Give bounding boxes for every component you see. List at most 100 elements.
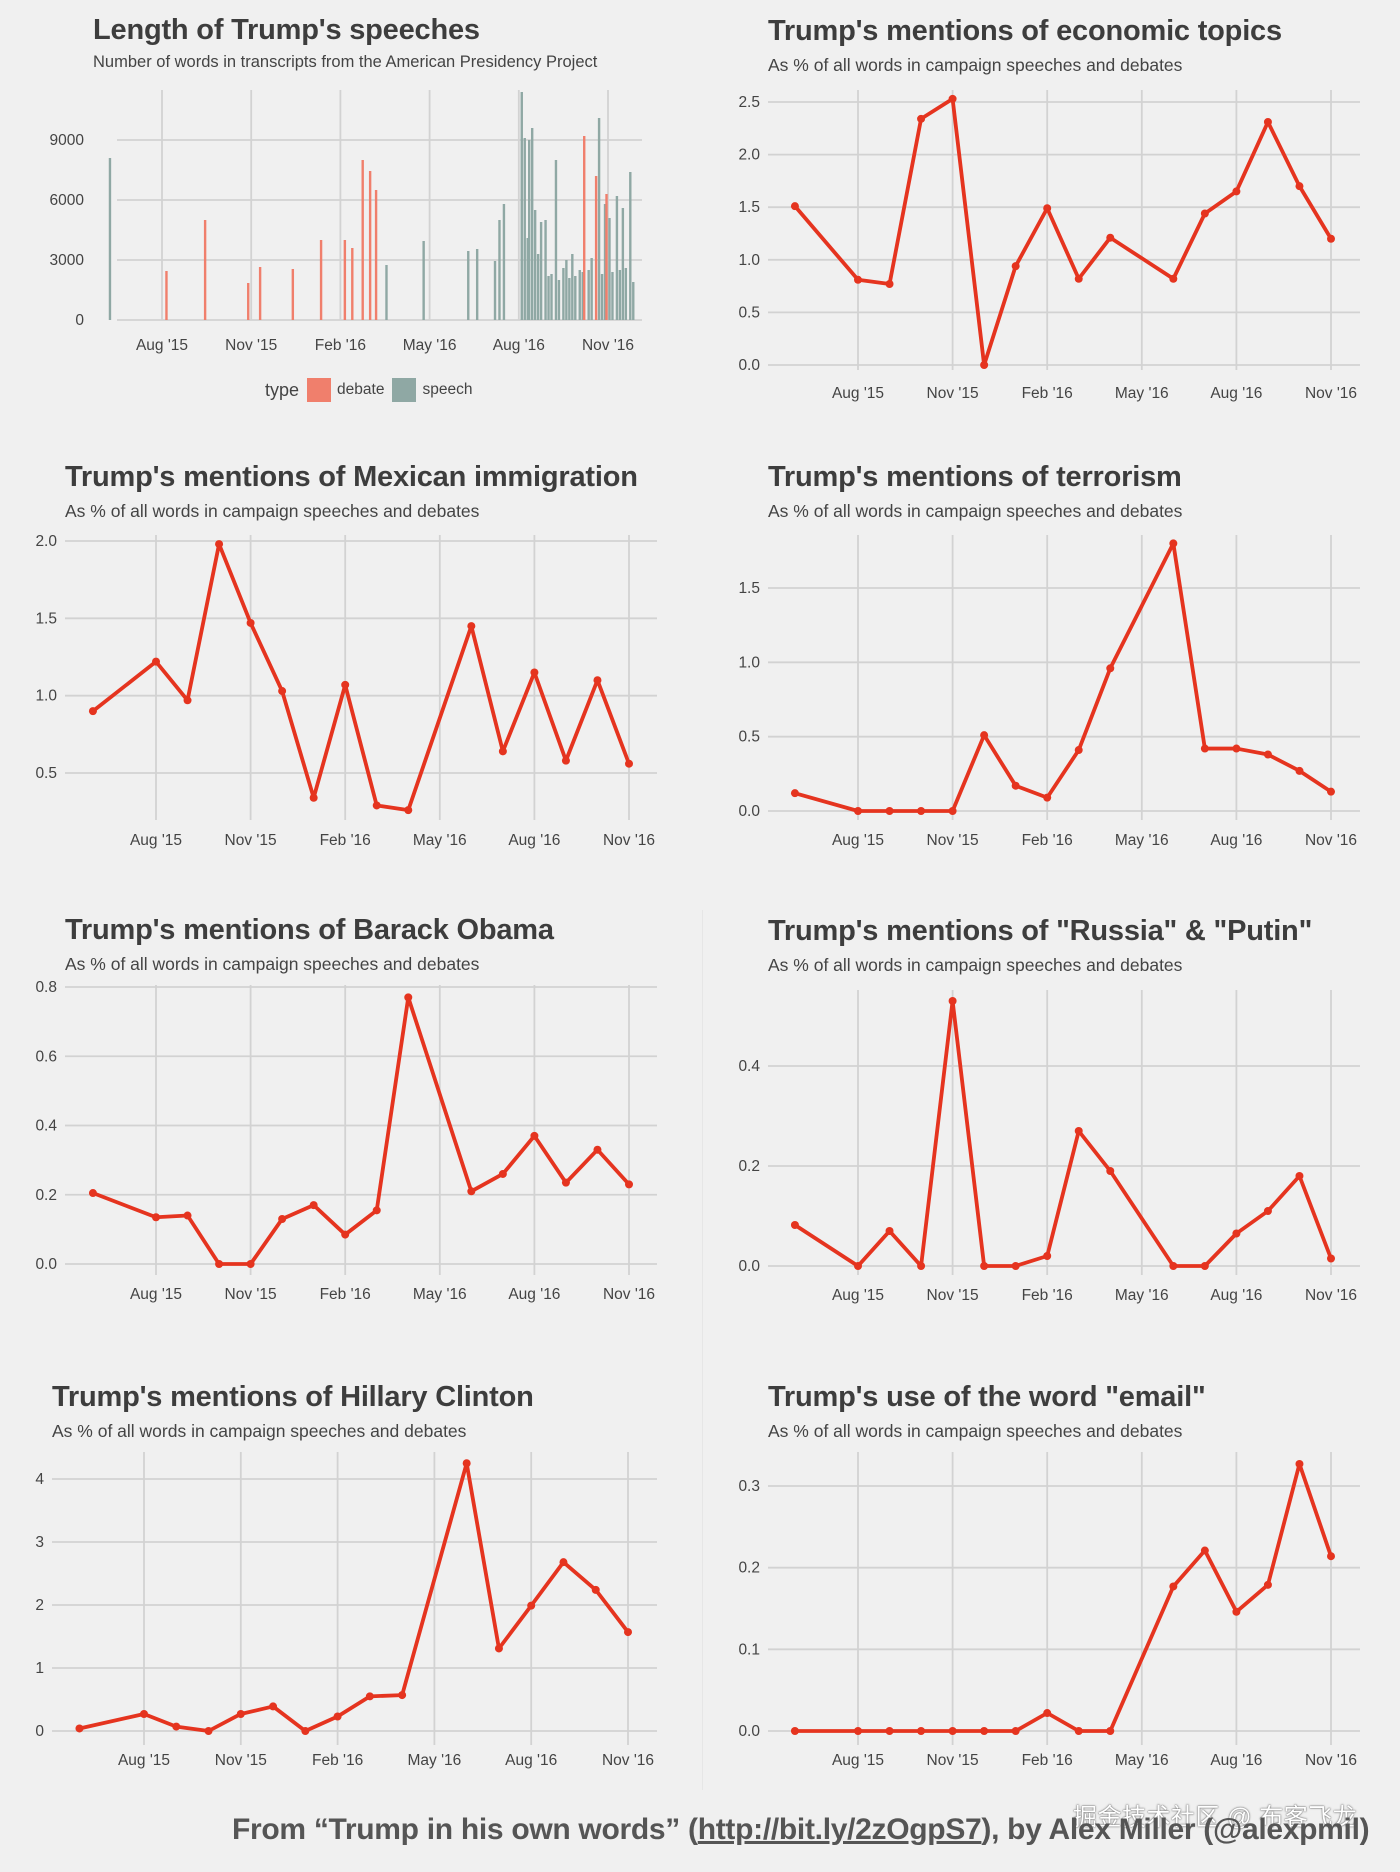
x-tick-label: Nov '15 bbox=[225, 337, 277, 354]
data-point bbox=[1200, 744, 1209, 753]
bar-debate bbox=[374, 190, 378, 320]
x-tick-label: Nov '16 bbox=[582, 337, 634, 354]
data-point bbox=[494, 1644, 503, 1653]
bar-debate bbox=[343, 240, 347, 320]
y-tick-label: 3 bbox=[35, 1534, 44, 1551]
y-tick-label: 1 bbox=[35, 1660, 44, 1677]
data-point bbox=[372, 801, 381, 810]
bar-chart-speech-length: 0 3000 6000 9000 Aug '15 Nov '15 Feb '16 May '1… bbox=[50, 90, 642, 354]
gridlines bbox=[52, 1452, 657, 1745]
data-point bbox=[561, 1178, 570, 1187]
data-point bbox=[624, 1628, 632, 1637]
x-tick-label: Feb '16 bbox=[1022, 1287, 1073, 1304]
data-point bbox=[1263, 1207, 1272, 1215]
data-point bbox=[530, 668, 539, 677]
data-point bbox=[854, 1727, 862, 1735]
bar-speech bbox=[590, 258, 593, 320]
y-tick-label: 2.0 bbox=[35, 533, 57, 550]
bar-speech bbox=[603, 204, 607, 320]
data-point bbox=[498, 747, 507, 756]
bar-speech bbox=[611, 272, 614, 320]
data-point bbox=[269, 1702, 278, 1711]
bar-debate bbox=[594, 176, 598, 320]
bar-debate bbox=[258, 267, 262, 320]
series-line bbox=[91, 542, 631, 813]
data-point bbox=[625, 759, 633, 768]
chart-subtitle: As % of all words in campaign speeches a… bbox=[768, 55, 1183, 75]
data-point bbox=[885, 1727, 894, 1735]
data-point bbox=[404, 806, 413, 815]
bar-speech bbox=[475, 249, 479, 320]
bar-speech bbox=[520, 92, 523, 320]
x-tick-label: Nov '15 bbox=[927, 1287, 979, 1304]
data-point bbox=[75, 1724, 84, 1733]
bar-speech bbox=[568, 278, 571, 320]
data-point bbox=[1232, 187, 1241, 196]
x-tick-label: Aug '15 bbox=[832, 1287, 884, 1304]
bar-speech bbox=[597, 118, 601, 320]
data-point bbox=[885, 1227, 894, 1235]
y-tick-label: 0.0 bbox=[738, 803, 760, 820]
x-tick-label: Aug '16 bbox=[505, 1752, 557, 1769]
x-tick-label: Aug '15 bbox=[130, 832, 182, 849]
data-point bbox=[527, 1601, 536, 1610]
gridlines bbox=[117, 90, 642, 321]
data-point bbox=[1263, 117, 1272, 126]
x-tick-label: Aug '16 bbox=[1210, 385, 1262, 402]
bar-speech bbox=[600, 274, 604, 320]
y-tick-label: 0 bbox=[35, 1723, 44, 1740]
data-point bbox=[1106, 1167, 1115, 1175]
legend-swatch-debate bbox=[307, 378, 332, 402]
data-point bbox=[88, 707, 97, 716]
x-tick-label: Nov '15 bbox=[927, 385, 979, 402]
x-tick-label: Nov '16 bbox=[602, 1752, 654, 1769]
bar-debate bbox=[361, 160, 364, 320]
data-point bbox=[1295, 766, 1304, 775]
data-point bbox=[183, 696, 192, 705]
data-point bbox=[980, 361, 989, 369]
data-point bbox=[593, 676, 602, 685]
data-point bbox=[404, 993, 413, 1002]
data-point bbox=[1232, 744, 1241, 753]
series-line bbox=[794, 541, 1333, 813]
y-tick-label: 0.0 bbox=[738, 357, 760, 374]
y-tick-label: 0.5 bbox=[35, 765, 57, 782]
data-point bbox=[1106, 664, 1115, 673]
data-point bbox=[1327, 234, 1335, 243]
x-tick-label: Nov '16 bbox=[1305, 1752, 1357, 1769]
data-point bbox=[1106, 1727, 1115, 1735]
legend: type debate speech bbox=[265, 378, 480, 402]
bar-speech bbox=[574, 276, 577, 320]
data-point bbox=[398, 1691, 407, 1700]
data-point bbox=[1011, 1262, 1020, 1270]
y-tick-label: 2.5 bbox=[738, 94, 760, 111]
x-tick-label: Feb '16 bbox=[1022, 832, 1073, 849]
bar-speech bbox=[624, 268, 628, 320]
x-tick-label: Feb '16 bbox=[315, 337, 366, 354]
x-tick-label: Feb '16 bbox=[312, 1752, 363, 1769]
data-point bbox=[561, 756, 570, 765]
y-tick-label: 0.0 bbox=[738, 1723, 760, 1740]
data-point bbox=[885, 807, 894, 815]
x-tick-label: May '16 bbox=[1115, 1752, 1169, 1769]
y-tick-label: 0.1 bbox=[738, 1641, 760, 1658]
bar-debate bbox=[247, 283, 250, 320]
x-tick-label: Aug '15 bbox=[136, 337, 188, 354]
series-line bbox=[794, 1462, 1333, 1733]
footer-link[interactable]: http://bit.ly/2zOgpS7 bbox=[697, 1813, 982, 1846]
bar-debate bbox=[605, 194, 608, 320]
data-point bbox=[1263, 750, 1272, 759]
bar-speech bbox=[108, 158, 112, 320]
data-point bbox=[790, 1727, 799, 1735]
bar-debate bbox=[203, 220, 207, 320]
series-line bbox=[793, 96, 1333, 367]
bar-speech bbox=[467, 251, 470, 320]
x-tick-label: Nov '16 bbox=[1305, 832, 1357, 849]
data-point bbox=[467, 622, 476, 631]
data-point bbox=[1232, 1229, 1241, 1238]
bar-speech bbox=[562, 268, 565, 320]
y-tick-label: 0.0 bbox=[35, 1256, 57, 1273]
x-tick-label: Aug '15 bbox=[832, 1752, 884, 1769]
data-point bbox=[948, 997, 957, 1005]
data-point bbox=[140, 1709, 148, 1718]
